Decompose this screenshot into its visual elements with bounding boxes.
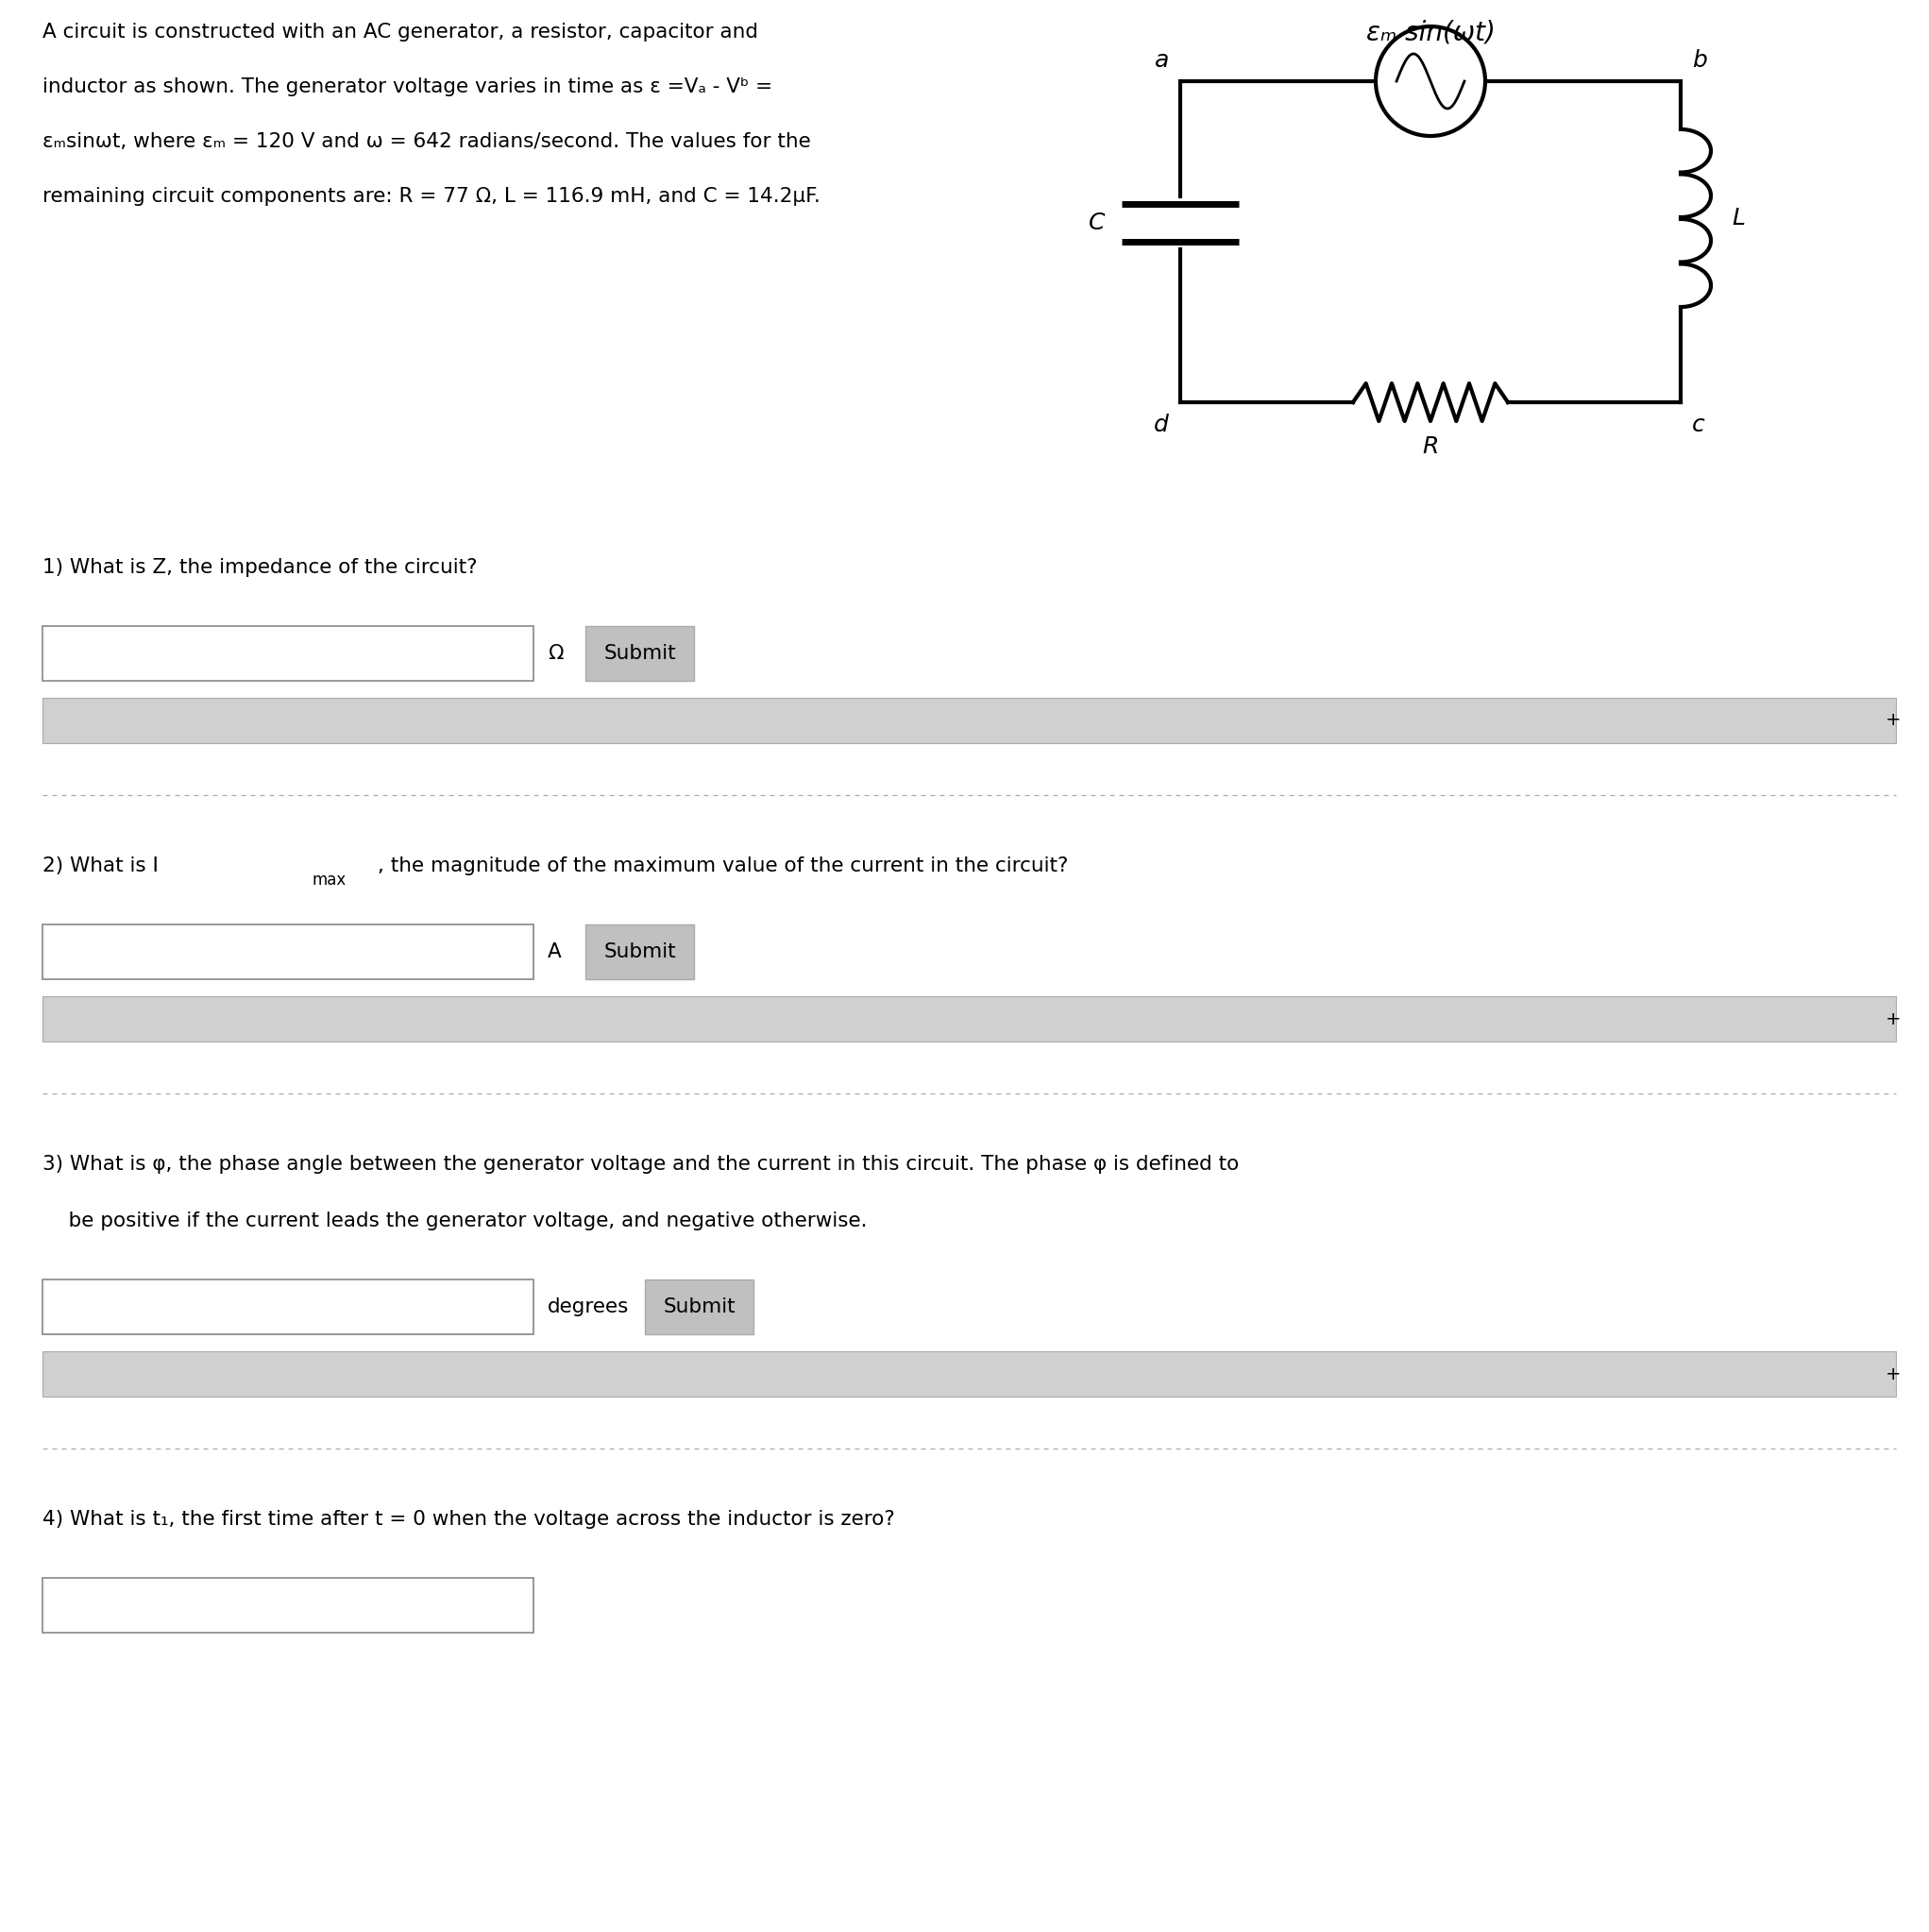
Text: C: C — [1088, 211, 1105, 234]
Text: a: a — [1154, 48, 1169, 71]
Text: A: A — [548, 943, 561, 962]
FancyBboxPatch shape — [42, 697, 1896, 744]
Text: R: R — [1422, 435, 1439, 458]
FancyBboxPatch shape — [42, 1578, 534, 1633]
Text: inductor as shown. The generator voltage varies in time as ε =Vₐ - Vᵇ =: inductor as shown. The generator voltage… — [42, 77, 772, 97]
FancyBboxPatch shape — [584, 923, 694, 980]
Text: +: + — [1885, 1010, 1900, 1028]
FancyBboxPatch shape — [42, 626, 534, 680]
Text: b: b — [1692, 48, 1707, 71]
Text: 1) What is Z, the impedance of the circuit?: 1) What is Z, the impedance of the circu… — [42, 558, 476, 578]
Text: be positive if the current leads the generator voltage, and negative otherwise.: be positive if the current leads the gen… — [42, 1211, 868, 1231]
Text: 4) What is t₁, the first time after t = 0 when the voltage across the inductor i: 4) What is t₁, the first time after t = … — [42, 1511, 895, 1528]
FancyBboxPatch shape — [644, 1279, 754, 1335]
FancyBboxPatch shape — [42, 923, 534, 980]
Text: εₘ sin(ωt): εₘ sin(ωt) — [1366, 19, 1495, 44]
FancyBboxPatch shape — [42, 1350, 1896, 1397]
Text: Submit: Submit — [604, 943, 675, 962]
Text: +: + — [1885, 1366, 1900, 1383]
Text: , the magnitude of the maximum value of the current in the circuit?: , the magnitude of the maximum value of … — [378, 856, 1069, 875]
FancyBboxPatch shape — [584, 626, 694, 680]
Text: εₘsinωt, where εₘ = 120 V and ω = 642 radians/second. The values for the: εₘsinωt, where εₘ = 120 V and ω = 642 ra… — [42, 131, 810, 151]
Text: 2) What is I: 2) What is I — [42, 856, 158, 875]
Text: d: d — [1154, 413, 1169, 437]
Text: Submit: Submit — [604, 643, 675, 663]
Text: L: L — [1732, 207, 1744, 230]
FancyBboxPatch shape — [42, 1279, 534, 1335]
Text: +: + — [1885, 711, 1900, 730]
Text: A circuit is constructed with an AC generator, a resistor, capacitor and: A circuit is constructed with an AC gene… — [42, 23, 758, 43]
Text: c: c — [1692, 413, 1705, 437]
Text: degrees: degrees — [548, 1298, 629, 1316]
Text: 3) What is φ, the phase angle between the generator voltage and the current in t: 3) What is φ, the phase angle between th… — [42, 1155, 1238, 1175]
FancyBboxPatch shape — [42, 997, 1896, 1041]
Text: max: max — [312, 871, 345, 889]
Text: remaining circuit components are: R = 77 Ω, L = 116.9 mH, and C = 14.2μF.: remaining circuit components are: R = 77… — [42, 187, 820, 207]
Text: Submit: Submit — [664, 1298, 735, 1316]
Text: Ω: Ω — [548, 643, 563, 663]
